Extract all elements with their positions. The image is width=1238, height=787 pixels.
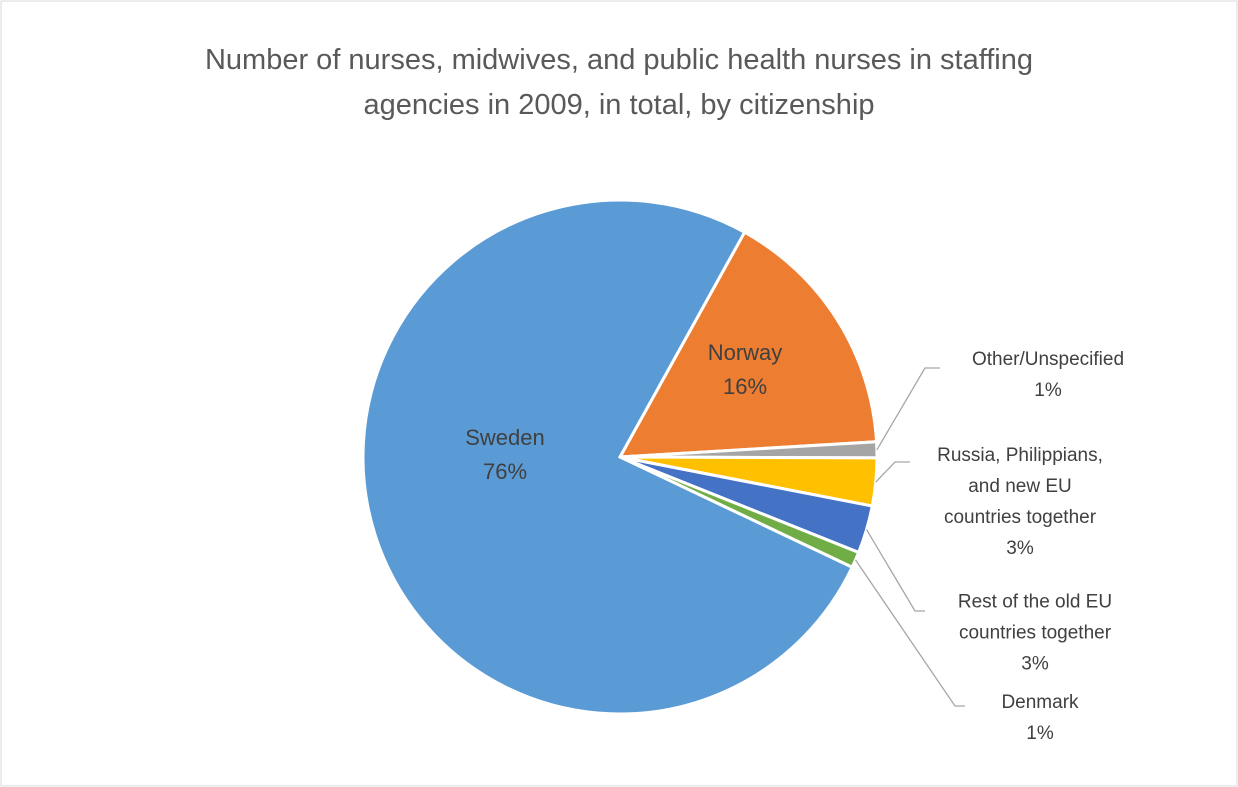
category-label: Denmark [1001, 692, 1079, 713]
value-label: 1% [1034, 380, 1062, 401]
slice-label: Rest of the old EU countries together 3% [948, 587, 1123, 680]
leader-line [854, 559, 965, 707]
leader-line [875, 461, 910, 483]
value-label: 16% [722, 374, 768, 399]
leader-line [865, 529, 925, 612]
chart-title: Number of nurses, midwives, and public h… [204, 44, 1033, 121]
leader-line [876, 367, 940, 451]
category-label: Sweden [465, 425, 545, 450]
category-label: Other/Unspecified [971, 349, 1125, 370]
slice-label: Russia, Philippians, and new EU countrie… [933, 440, 1108, 564]
value-label: 1% [1026, 723, 1054, 744]
pie-slice [617, 230, 879, 459]
slice-label: Sweden 76% [418, 421, 593, 489]
slice-label: Other/Unspecified 1% [961, 344, 1136, 406]
slice-label: Norway 16% [658, 336, 833, 404]
value-label: 3% [1006, 538, 1034, 559]
category-label: Norway [707, 340, 783, 365]
category-label: Russia, Philippians, and new EU countrie… [937, 445, 1103, 528]
slice-label: Denmark 1% [953, 687, 1128, 749]
category-label: Rest of the old EU countries together [957, 591, 1113, 644]
pie-slice [361, 198, 855, 716]
value-label: 76% [482, 459, 528, 484]
value-label: 3% [1021, 653, 1049, 675]
